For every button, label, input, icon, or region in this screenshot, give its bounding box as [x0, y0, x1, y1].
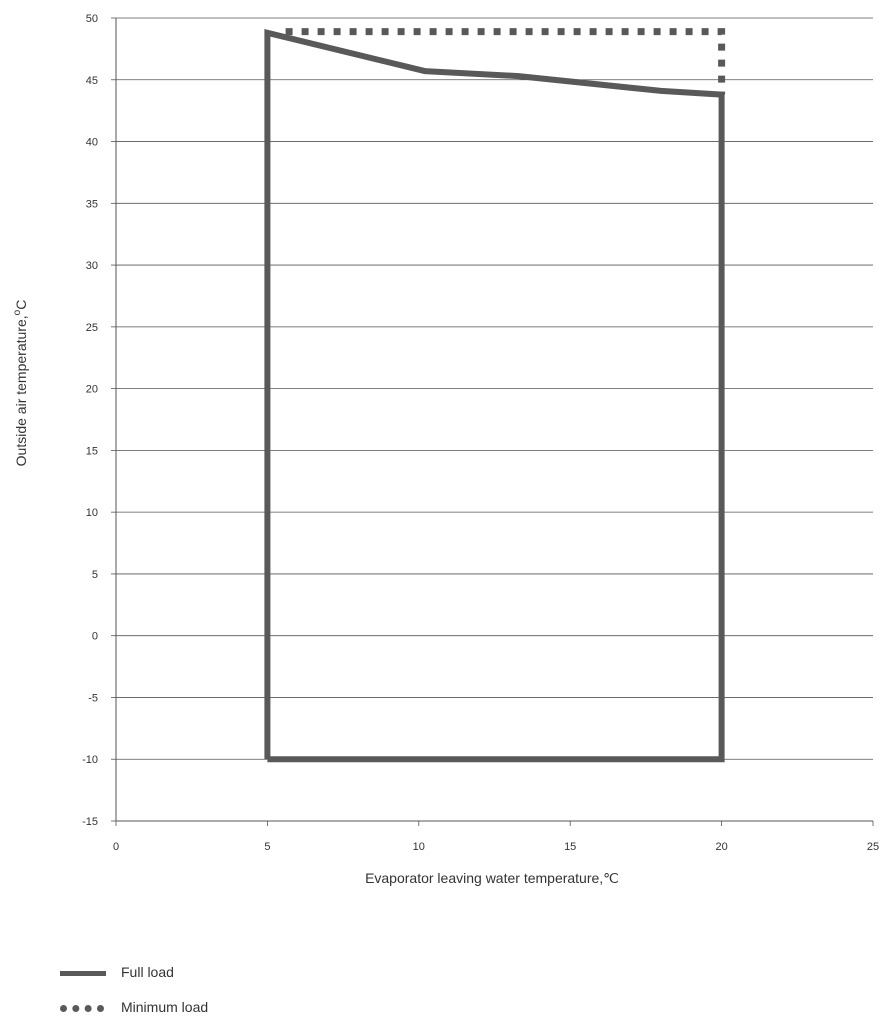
y-tick-label: 5 — [92, 569, 98, 581]
x-tick-labels: 0 5 10 15 20 25 — [113, 841, 879, 853]
y-tick-label: -10 — [82, 754, 98, 766]
legend-label-full-load: Full load — [121, 964, 174, 980]
y-tick-label: 0 — [92, 631, 98, 643]
y-tick-label: -5 — [88, 692, 98, 704]
y-axis-title-suffix: C — [13, 300, 29, 310]
legend-label-minimum-load: Minimum load — [121, 999, 209, 1015]
x-tick-label: 5 — [264, 841, 270, 853]
series-line-full-load — [264, 28, 725, 763]
y-tick-label: 45 — [86, 75, 98, 87]
series-lines — [264, 28, 726, 763]
horizontal-gridlines — [111, 17, 873, 822]
y-axis-title-superscript: o — [12, 309, 23, 315]
x-tick-label: 0 — [113, 841, 119, 853]
x-axis-title: Evaporator leaving water temperature,℃ — [365, 870, 619, 886]
y-axis-title: Outside air temperature,oC — [12, 300, 29, 467]
y-tick-label: 40 — [86, 137, 98, 149]
x-tick-label: 20 — [715, 841, 727, 853]
y-tick-label: 10 — [86, 507, 98, 519]
y-axis-title-main: Outside air temperature, — [13, 315, 29, 466]
y-tick-label: 30 — [86, 260, 98, 272]
axes — [115, 18, 874, 826]
x-tick-label: 10 — [413, 841, 425, 853]
y-tick-label: 15 — [86, 445, 98, 457]
y-tick-label: 25 — [86, 322, 98, 334]
y-tick-label: 20 — [86, 384, 98, 396]
series-line-minimum-load — [285, 28, 726, 95]
legend-swatch-solid — [60, 971, 106, 976]
x-tick-label: 15 — [564, 841, 576, 853]
y-tick-label: -15 — [82, 816, 98, 828]
y-tick-label: 50 — [86, 13, 98, 25]
legend-swatch-dotted — [60, 1005, 104, 1012]
x-tick-label: 25 — [867, 841, 879, 853]
y-tick-label: 35 — [86, 198, 98, 210]
